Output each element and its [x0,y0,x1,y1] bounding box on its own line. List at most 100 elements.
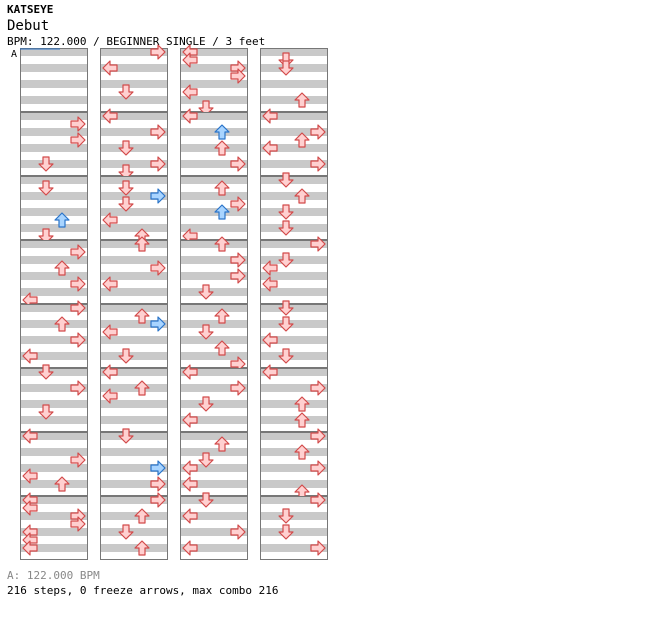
beat-stripe [20,432,88,440]
beat-stripe [100,112,168,120]
measure [180,176,248,244]
beat-stripe [260,544,328,552]
beat-stripe [100,144,168,152]
beat-stripe [180,336,248,344]
beat-stripe [180,256,248,264]
step-stats: 216 steps, 0 freeze arrows, max combo 21… [7,584,279,597]
measure-border [260,240,328,304]
beat-stripe [100,368,168,376]
beat-stripe [180,496,248,504]
beat-stripe [180,448,248,456]
measure [180,432,248,496]
measure [180,492,248,560]
beat-stripe [20,496,88,504]
beat-stripe [180,160,248,168]
beat-stripe [20,64,88,72]
beat-stripe [260,176,328,184]
beat-stripe [180,144,248,152]
measure [260,492,328,560]
beat-stripe [100,224,168,232]
beat-stripe [180,352,248,360]
song-title: Debut [7,18,50,34]
beat-stripe [100,384,168,392]
beat-stripe [20,416,88,424]
beat-stripe [100,528,168,536]
measure [100,176,168,244]
beat-stripe [180,48,248,56]
measure [180,236,248,304]
beat-stripe [20,448,88,456]
beat-stripe [180,272,248,280]
beat-stripe [100,288,168,296]
measure [20,492,88,560]
measure [260,428,328,500]
beat-stripe [260,416,328,424]
beat-stripe [180,432,248,440]
beat-stripe [100,128,168,136]
measure [100,108,168,180]
measure [180,108,248,176]
song-info: BPM: 122.000 / BEGINNER SINGLE / 3 feet [7,35,266,48]
beat-stripe [100,432,168,440]
beat-stripe [260,400,328,408]
bpm-marker: A [11,49,17,60]
measure [20,300,88,368]
beat-stripe [100,480,168,488]
beat-stripe [20,464,88,472]
bpm-summary: A: 122.000 BPM [7,569,100,582]
beat-stripe [100,208,168,216]
measure-border [260,48,328,112]
beat-stripe [260,368,328,376]
measure-border [100,496,168,560]
measure-border [260,496,328,560]
beat-stripe [260,48,328,56]
beat-stripe [260,272,328,280]
beat-stripe [260,256,328,264]
measure-border [260,176,328,240]
beat-stripe [260,288,328,296]
measure-border [260,368,328,432]
beat-stripe [100,352,168,360]
beat-stripe [260,160,328,168]
beat-stripe [180,208,248,216]
beat-stripe [260,320,328,328]
measure-border [180,304,248,368]
beat-stripe [260,64,328,72]
beat-stripe [100,48,168,56]
beat-stripe [260,464,328,472]
beat-stripe [260,192,328,200]
beat-stripe [20,512,88,520]
beat-stripe [100,544,168,552]
beat-stripe [260,352,328,360]
beat-stripe [20,528,88,536]
beat-stripe [260,208,328,216]
measure [260,364,328,432]
beat-stripe [260,80,328,88]
measure [180,44,248,116]
beat-stripe [20,272,88,280]
measure [260,236,328,304]
measure-border [100,112,168,176]
beat-stripe [20,544,88,552]
beat-stripe [260,112,328,120]
beat-stripe [180,128,248,136]
beat-stripe [260,432,328,440]
beat-stripe [20,384,88,392]
beat-stripe [180,544,248,552]
beat-stripe [260,512,328,520]
beat-stripe [20,368,88,376]
measure-border [180,48,248,112]
beat-stripe [260,224,328,232]
beat-stripe [20,304,88,312]
beat-stripe [20,320,88,328]
measure-border [20,432,88,496]
beat-stripe [180,112,248,120]
beat-stripe [260,128,328,136]
beat-stripe [180,96,248,104]
measure [20,240,88,308]
measure-border [260,112,328,176]
song-header: KATSEYE Debut BPM: 122.000 / BEGINNER SI… [7,4,265,48]
beat-stripe [180,416,248,424]
measure-border [20,368,88,432]
measure-border [180,240,248,304]
